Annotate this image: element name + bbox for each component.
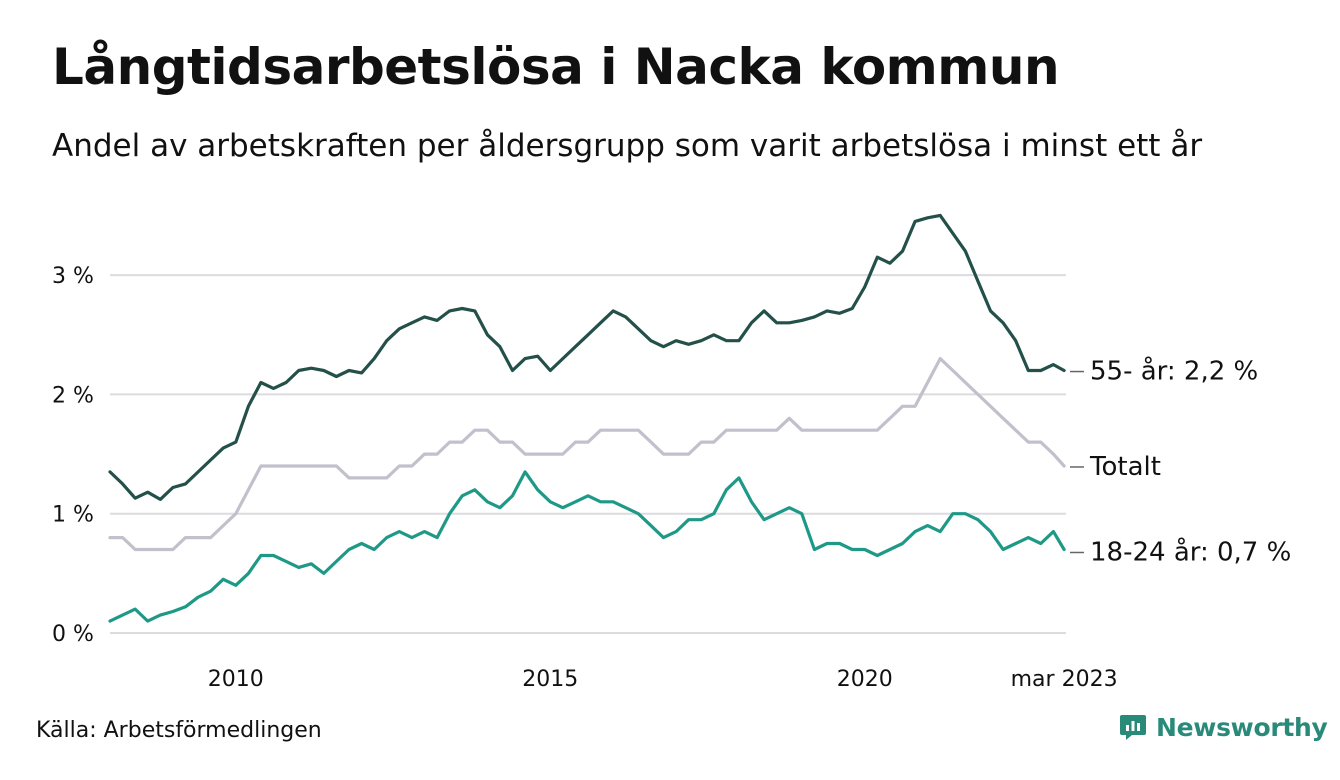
x-tick-label: 2010 [208, 667, 264, 692]
y-tick-label: 3 % [52, 264, 94, 289]
end-label: Totalt [1089, 452, 1161, 482]
end-label: 18-24 år: 0,7 % [1090, 536, 1291, 567]
y-tick-label: 1 % [52, 503, 94, 528]
end-labels: 55- år: 2,2 % Totalt 18-24 år: 0,7 % [1070, 356, 1291, 567]
end-label: 55- år: 2,2 % [1090, 356, 1258, 387]
y-axis-labels: 0 % 1 % 2 % 3 % [52, 264, 94, 647]
grid-layer [110, 274, 1066, 634]
brand-name: Newsworthy [1156, 712, 1328, 742]
series-line-55-r [108, 213, 1066, 501]
x-tick-label: 2020 [837, 667, 893, 692]
y-tick-label: 2 % [52, 383, 94, 408]
x-tick-label: 2015 [522, 667, 578, 692]
chart-subtitle: Andel av arbetskraften per åldersgrupp s… [52, 128, 1203, 164]
x-axis-labels: 2010 2015 2020 mar 2023 [208, 667, 1118, 692]
chart-title: Långtidsarbetslösa i Nacka kommun [52, 38, 1060, 96]
series-lines [108, 213, 1066, 623]
y-tick-label: 0 % [52, 622, 94, 647]
brand[interactable]: Newsworthy [1118, 712, 1328, 742]
series-line-totalt [108, 357, 1066, 552]
source-note: Källa: Arbetsförmedlingen [36, 718, 322, 743]
x-tick-label: mar 2023 [1011, 667, 1118, 692]
series-line-18-24-r [108, 470, 1066, 623]
newsworthy-logo-icon [1120, 715, 1146, 740]
